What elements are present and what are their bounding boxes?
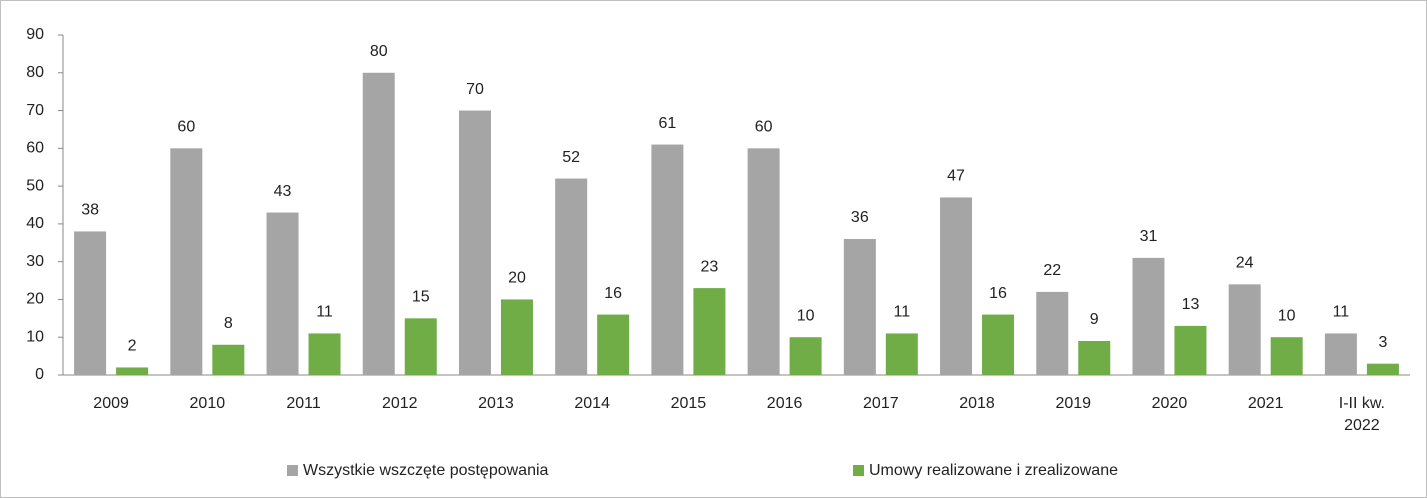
bar bbox=[266, 212, 299, 375]
data-label: 60 bbox=[177, 119, 195, 136]
x-tick-label: 2013 bbox=[478, 395, 514, 412]
bar bbox=[597, 314, 630, 375]
bar bbox=[1324, 333, 1357, 375]
bar bbox=[404, 318, 437, 375]
x-tick-label: 2018 bbox=[959, 395, 995, 412]
data-label: 52 bbox=[562, 149, 580, 166]
data-label: 11 bbox=[894, 304, 911, 321]
bar bbox=[843, 239, 876, 375]
bar bbox=[1228, 284, 1261, 375]
bar bbox=[651, 144, 684, 375]
y-tick-label: 70 bbox=[26, 102, 44, 119]
x-tick-label: 2015 bbox=[670, 395, 707, 412]
bar bbox=[885, 333, 918, 375]
data-label: 31 bbox=[1140, 228, 1158, 245]
legend-swatch bbox=[853, 465, 864, 476]
data-label: 24 bbox=[1236, 255, 1254, 272]
data-label: 20 bbox=[508, 270, 526, 287]
data-label: 22 bbox=[1043, 262, 1061, 279]
legend-label: Umowy realizowane i zrealizowane bbox=[869, 462, 1118, 479]
legend-label: Wszystkie wszczęte postępowania bbox=[303, 462, 549, 479]
data-label: 60 bbox=[755, 119, 773, 136]
data-label: 23 bbox=[700, 258, 718, 275]
bar bbox=[170, 148, 203, 375]
data-label: 3 bbox=[1378, 334, 1387, 351]
bar bbox=[458, 110, 491, 376]
bar bbox=[74, 231, 107, 375]
data-label: 47 bbox=[947, 168, 965, 185]
y-tick-label: 20 bbox=[26, 291, 44, 308]
data-label: 70 bbox=[466, 81, 484, 98]
x-tick-label: 2021 bbox=[1247, 395, 1284, 412]
data-label: 15 bbox=[412, 289, 430, 306]
bar bbox=[1132, 257, 1165, 375]
x-tick-label: 2011 bbox=[286, 395, 321, 412]
data-label: 43 bbox=[274, 183, 292, 200]
bar bbox=[116, 367, 149, 375]
bar bbox=[1078, 341, 1111, 375]
x-tick-label: 2010 bbox=[189, 395, 226, 412]
y-tick-label: 80 bbox=[26, 64, 44, 81]
bar bbox=[500, 299, 533, 375]
data-label: 80 bbox=[370, 43, 388, 60]
bar bbox=[1366, 363, 1399, 375]
data-label: 16 bbox=[989, 285, 1007, 302]
y-tick-label: 10 bbox=[26, 328, 44, 345]
data-label: 8 bbox=[224, 315, 233, 332]
y-tick-label: 30 bbox=[26, 253, 44, 270]
data-label: 10 bbox=[1278, 307, 1296, 324]
data-label: 11 bbox=[1333, 304, 1350, 321]
data-label: 11 bbox=[316, 304, 333, 321]
y-tick-label: 60 bbox=[26, 140, 44, 157]
data-label: 13 bbox=[1182, 296, 1200, 313]
bar bbox=[789, 337, 822, 375]
x-tick-label: 2014 bbox=[574, 395, 610, 412]
data-label: 10 bbox=[797, 307, 815, 324]
y-tick-label: 50 bbox=[26, 177, 44, 194]
data-label: 16 bbox=[604, 285, 622, 302]
x-tick-label: 2019 bbox=[1055, 395, 1092, 412]
bar bbox=[1174, 325, 1207, 375]
y-tick-label: 90 bbox=[26, 26, 44, 43]
data-label: 61 bbox=[658, 115, 676, 132]
legend-swatch bbox=[287, 465, 298, 476]
bar bbox=[308, 333, 341, 375]
bar bbox=[747, 148, 780, 375]
bar bbox=[362, 72, 395, 376]
x-tick-label: I-II kw. 2022 bbox=[1338, 395, 1385, 434]
bar bbox=[982, 314, 1015, 375]
bar bbox=[555, 178, 588, 375]
x-tick-label: 2012 bbox=[381, 395, 418, 412]
bar bbox=[1270, 337, 1303, 375]
x-tick-label: 2009 bbox=[93, 395, 129, 412]
bar bbox=[940, 197, 973, 375]
bar bbox=[693, 288, 726, 375]
data-label: 36 bbox=[851, 209, 869, 226]
y-tick-label: 40 bbox=[26, 215, 44, 232]
x-tick-label: 2017 bbox=[863, 395, 899, 412]
data-label: 38 bbox=[81, 202, 99, 219]
bar bbox=[1036, 291, 1069, 375]
y-tick-label: 0 bbox=[35, 366, 44, 383]
data-label: 9 bbox=[1090, 311, 1099, 328]
bar bbox=[212, 344, 245, 375]
x-tick-label: 2020 bbox=[1151, 395, 1188, 412]
data-label: 2 bbox=[128, 338, 137, 355]
x-tick-label: 2016 bbox=[766, 395, 803, 412]
